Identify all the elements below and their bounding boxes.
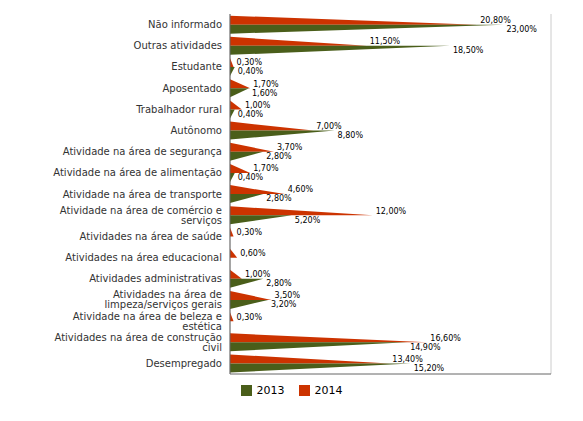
svg-text:23,00%: 23,00% [506, 25, 537, 34]
svg-text:1,60%: 1,60% [252, 89, 278, 98]
svg-text:Atividades administrativas: Atividades administrativas [89, 273, 222, 284]
svg-text:15,20%: 15,20% [414, 364, 445, 373]
svg-text:2,80%: 2,80% [266, 279, 292, 288]
svg-text:Atividade na área de beleza ee: Atividade na área de beleza eestética [73, 311, 222, 332]
svg-text:0,40%: 0,40% [238, 110, 264, 119]
svg-text:13,40%: 13,40% [392, 355, 423, 364]
svg-text:Atividade na área de transport: Atividade na área de transporte [63, 189, 222, 200]
svg-text:0,30%: 0,30% [237, 313, 263, 322]
svg-text:20,80%: 20,80% [480, 16, 511, 25]
svg-text:3,70%: 3,70% [277, 143, 303, 152]
svg-text:Atividade na área de alimentaç: Atividade na área de alimentação [53, 167, 222, 178]
svg-text:0,40%: 0,40% [238, 67, 264, 76]
svg-text:7,00%: 7,00% [316, 122, 342, 131]
svg-text:5,20%: 5,20% [295, 216, 321, 225]
svg-text:1,70%: 1,70% [253, 80, 279, 89]
svg-text:0,30%: 0,30% [237, 58, 263, 67]
svg-text:Aposentado: Aposentado [162, 83, 222, 94]
svg-text:Atividades na área delimpeza/s: Atividades na área delimpeza/serviços ge… [105, 289, 222, 310]
svg-text:Estudante: Estudante [171, 61, 222, 72]
svg-text:0,30%: 0,30% [237, 228, 263, 237]
svg-text:1,00%: 1,00% [245, 101, 271, 110]
svg-text:Trabalhador rural: Trabalhador rural [135, 104, 222, 115]
svg-text:0,60%: 0,60% [240, 249, 266, 258]
svg-text:3,50%: 3,50% [275, 291, 301, 300]
svg-text:11,50%: 11,50% [370, 37, 401, 46]
svg-text:0,40%: 0,40% [238, 173, 264, 182]
svg-text:18,50%: 18,50% [453, 46, 484, 55]
svg-text:2,80%: 2,80% [266, 152, 292, 161]
svg-text:1,00%: 1,00% [245, 270, 271, 279]
svg-text:Atividade na área de comércio: Atividade na área de comércio eserviços [60, 205, 222, 226]
svg-text:Desempregado: Desempregado [146, 358, 222, 369]
svg-text:4,60%: 4,60% [288, 185, 314, 194]
html-text:2013: 2013 [256, 384, 285, 397]
svg-text:Atividade na área de segurança: Atividade na área de segurança [63, 146, 222, 157]
svg-text:Não informado: Não informado [148, 19, 222, 30]
svg-text:1,70%: 1,70% [253, 164, 279, 173]
svg-text:2,80%: 2,80% [266, 194, 292, 203]
svg-text:8,80%: 8,80% [338, 131, 364, 140]
svg-text:12,00%: 12,00% [376, 207, 407, 216]
svg-text:14,90%: 14,90% [410, 343, 441, 352]
svg-text:Atividades na área educacional: Atividades na área educacional [65, 252, 222, 263]
svg-text:Outras atividades: Outras atividades [134, 40, 222, 51]
html-text:2014: 2014 [314, 384, 343, 397]
svg-text:Autônomo: Autônomo [170, 125, 222, 136]
svg-text:Atividades na área de saúde: Atividades na área de saúde [80, 231, 222, 242]
svg-text:3,20%: 3,20% [271, 300, 297, 309]
svg-text:16,60%: 16,60% [430, 334, 461, 343]
svg-text:Atividades na área de construç: Atividades na área de construçãocivil [54, 332, 222, 353]
